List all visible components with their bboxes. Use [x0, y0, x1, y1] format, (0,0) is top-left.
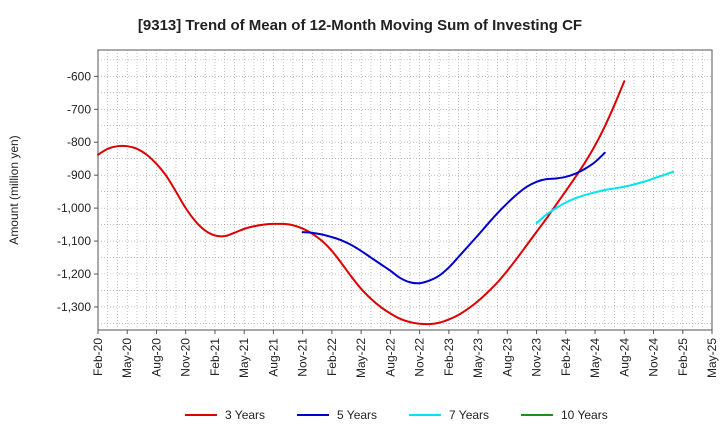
series-lines [97, 80, 675, 326]
legend-label-3-years: 3 Years [225, 408, 265, 422]
x-tick-label: Aug-21 [266, 338, 280, 377]
y-axis-title: Amount (million yen) [7, 135, 21, 244]
legend-label-10-years: 10 Years [561, 408, 608, 422]
x-tick-label: Aug-22 [383, 338, 397, 377]
legend-label-7-years: 7 Years [449, 408, 489, 422]
series-line-5-years [301, 151, 606, 285]
series-line-3-years [97, 80, 626, 326]
x-tick-label: Feb-21 [208, 338, 222, 376]
chart-title: [9313] Trend of Mean of 12-Month Moving … [138, 17, 582, 34]
y-tick-label: -1,000 [57, 201, 91, 215]
y-tick-label: -900 [67, 168, 91, 182]
x-tick-label: May-23 [471, 338, 485, 378]
x-tick-label: Nov-20 [179, 338, 193, 377]
y-tick-label: -700 [67, 102, 91, 116]
x-tick-label: May-24 [588, 338, 602, 378]
y-tick-label: -600 [67, 69, 91, 83]
x-tick-label: Aug-20 [149, 338, 163, 377]
y-tick-label: -800 [67, 135, 91, 149]
x-tick-label: Feb-20 [91, 338, 105, 376]
x-tick-label: May-25 [705, 338, 719, 378]
x-tick-label: Feb-25 [676, 338, 690, 376]
x-tick-label: Nov-23 [530, 338, 544, 377]
x-tick-label: Aug-23 [500, 338, 514, 377]
y-tick-label: -1,100 [57, 234, 91, 248]
x-tick-label: Feb-24 [559, 338, 573, 376]
grid-lines [98, 50, 712, 330]
x-tick-label: Feb-23 [442, 338, 456, 376]
x-tick-label: Nov-22 [413, 338, 427, 377]
legend-label-5-years: 5 Years [337, 408, 377, 422]
x-tick-label: Aug-24 [617, 338, 631, 377]
x-tick-label: May-20 [120, 338, 134, 378]
x-tick-label: May-21 [237, 338, 251, 378]
legend: 3 Years 5 Years 7 Years 10 Years [185, 408, 608, 422]
x-tick-label: Nov-21 [296, 338, 310, 377]
x-tick-label: Nov-24 [647, 338, 661, 377]
x-tick-label: May-22 [354, 338, 368, 378]
x-axis: Feb-20 May-20 Aug-20 Nov-20 Feb-21 May-21 Aug-… [91, 330, 719, 378]
series-line-7-years [535, 170, 675, 224]
y-axis: -600 -700 -800 -900 -1,000 -1,100 -1,200 -1,300 [57, 69, 98, 314]
x-tick-label: Feb-22 [325, 338, 339, 376]
y-tick-label: -1,300 [57, 300, 91, 314]
y-tick-label: -1,200 [57, 267, 91, 281]
